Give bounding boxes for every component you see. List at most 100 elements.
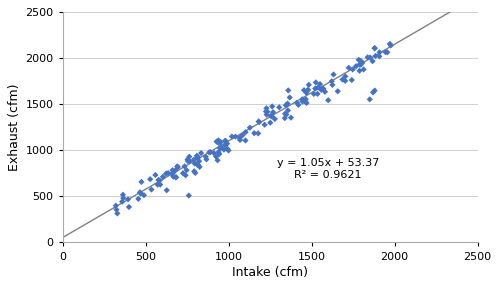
Point: [202, 157, 210, 162]
Point: [370, 46, 378, 51]
Point: [214, 138, 222, 143]
Point: [206, 150, 214, 154]
Point: [224, 148, 232, 153]
Point: [287, 115, 295, 120]
Point: [140, 193, 148, 197]
Point: [146, 177, 154, 181]
Point: [254, 131, 262, 136]
Point: [364, 55, 372, 60]
Point: [321, 90, 329, 94]
Point: [302, 90, 310, 95]
Point: [182, 168, 190, 172]
Point: [316, 82, 324, 86]
Point: [358, 61, 366, 65]
Point: [298, 97, 306, 102]
Point: [275, 105, 283, 110]
Point: [348, 78, 356, 82]
Point: [218, 145, 226, 150]
Point: [386, 42, 394, 46]
Point: [383, 50, 391, 55]
Point: [193, 162, 201, 166]
Point: [356, 62, 364, 67]
Point: [354, 57, 362, 62]
Point: [282, 103, 290, 108]
Point: [138, 180, 145, 184]
Point: [214, 141, 222, 145]
Point: [345, 65, 353, 70]
Point: [284, 101, 292, 106]
Point: [134, 197, 142, 201]
Point: [366, 55, 374, 60]
Point: [232, 134, 239, 139]
Point: [282, 112, 290, 117]
Point: [174, 165, 182, 169]
Point: [356, 69, 364, 73]
Point: [222, 143, 230, 147]
Point: [112, 203, 120, 208]
Point: [172, 168, 179, 172]
Point: [304, 88, 312, 92]
Point: [314, 85, 322, 90]
Point: [242, 130, 250, 135]
Point: [152, 173, 160, 177]
Point: [348, 67, 356, 72]
Point: [228, 134, 236, 139]
Point: [312, 86, 320, 91]
Point: [338, 77, 346, 82]
Point: [184, 157, 192, 162]
Point: [368, 59, 376, 63]
Point: [125, 205, 133, 209]
Point: [357, 59, 365, 63]
Point: [294, 102, 302, 107]
Point: [190, 169, 198, 174]
Point: [172, 175, 180, 180]
Point: [376, 50, 384, 55]
Text: y = 1.05x + 53.37
R² = 0.9621: y = 1.05x + 53.37 R² = 0.9621: [277, 158, 380, 180]
Point: [136, 190, 144, 195]
Point: [328, 83, 336, 87]
Point: [246, 125, 254, 130]
Point: [266, 120, 274, 125]
Point: [300, 88, 308, 92]
Point: [312, 80, 320, 85]
Point: [169, 170, 177, 175]
Point: [268, 114, 276, 119]
Point: [162, 188, 170, 193]
Point: [194, 162, 202, 167]
Point: [286, 95, 294, 100]
Point: [284, 108, 292, 113]
Point: [156, 182, 164, 187]
Point: [170, 174, 177, 179]
Point: [205, 150, 213, 155]
Point: [382, 50, 390, 54]
Point: [216, 152, 224, 156]
Point: [293, 100, 301, 105]
Point: [118, 199, 126, 204]
Point: [195, 159, 203, 164]
Point: [262, 112, 270, 117]
Point: [190, 161, 198, 166]
Point: [269, 110, 277, 115]
Point: [154, 183, 162, 187]
Point: [298, 99, 306, 104]
Point: [216, 140, 224, 144]
Point: [182, 173, 190, 178]
Point: [370, 88, 378, 93]
Point: [190, 158, 198, 162]
Point: [264, 109, 272, 114]
Point: [255, 120, 263, 124]
Point: [223, 141, 231, 146]
Point: [314, 92, 322, 96]
Point: [173, 164, 181, 169]
Point: [370, 46, 378, 50]
Point: [212, 154, 220, 159]
X-axis label: Intake (cfm): Intake (cfm): [232, 266, 308, 279]
Point: [305, 83, 313, 87]
Point: [387, 43, 395, 48]
Point: [304, 88, 312, 92]
Point: [260, 123, 268, 127]
Point: [192, 171, 200, 175]
Point: [281, 116, 289, 121]
Point: [162, 171, 170, 176]
Point: [376, 54, 384, 59]
